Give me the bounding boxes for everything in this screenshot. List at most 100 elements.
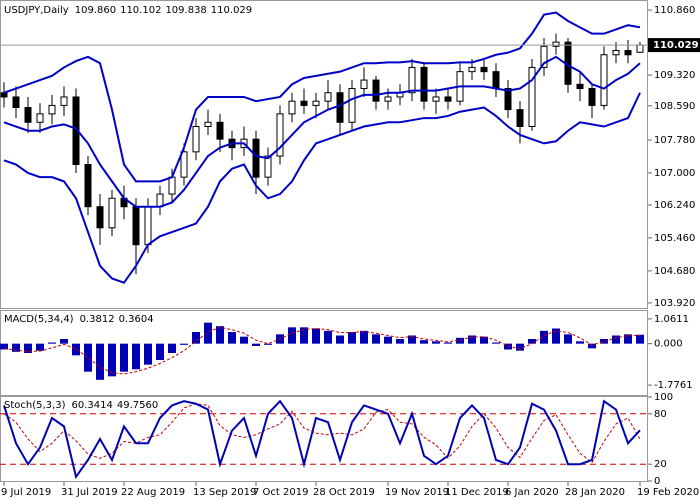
- indicator-value: 0.3604: [119, 314, 154, 325]
- candle-body: [336, 92, 344, 123]
- price-panel: [0, 0, 648, 309]
- macd-bar: [216, 326, 224, 344]
- x-tick-label: 31 Jul 2019: [61, 487, 118, 498]
- candle-body: [84, 163, 92, 208]
- candle-body: [516, 109, 524, 128]
- x-tick-label: 7 Oct 2019: [253, 487, 308, 498]
- macd-bar: [72, 343, 80, 356]
- macd-bar: [324, 330, 332, 344]
- candle-body: [408, 66, 416, 94]
- bollinger-upper: [3, 11, 641, 183]
- panel-header: Stoch(5,3,3) 60.3414 49.7560: [4, 400, 158, 411]
- current-price-label: 110.029: [653, 40, 699, 51]
- candle-body: [504, 88, 512, 111]
- y-tick-label: 110.860: [654, 5, 695, 16]
- candle-body: [588, 88, 596, 106]
- macd-bar: [336, 335, 344, 344]
- x-tick-label: 19 Feb 2020: [637, 487, 699, 498]
- macd-bar: [144, 343, 152, 365]
- macd-bar: [396, 339, 404, 344]
- macd-bar: [228, 332, 236, 344]
- macd-bar: [180, 343, 188, 345]
- macd-bar: [300, 327, 308, 344]
- macd-bar: [432, 341, 440, 344]
- macd-bar: [60, 339, 68, 344]
- candle-body: [192, 126, 200, 153]
- candle-body: [180, 151, 188, 178]
- candle-body: [492, 71, 500, 90]
- y-tick-label: 0: [654, 476, 660, 487]
- candle-body: [12, 96, 20, 109]
- macd-bar: [624, 334, 632, 344]
- x-tick-label: 13 Sep 2019: [193, 487, 256, 498]
- y-tick-label: 80: [654, 409, 667, 420]
- candle-body: [276, 113, 284, 157]
- candle-body: [552, 41, 560, 47]
- candle-body: [324, 92, 332, 102]
- macd-bar: [372, 334, 380, 344]
- macd-panel: [0, 310, 648, 396]
- macd-bar: [516, 343, 524, 351]
- candle-body: [36, 113, 44, 123]
- x-tick-label: 11 Dec 2019: [445, 487, 509, 498]
- macd-bar: [204, 322, 212, 344]
- candle-body: [600, 54, 608, 106]
- candle-body: [528, 66, 536, 128]
- x-tick-label: 22 Aug 2019: [121, 487, 185, 498]
- macd-bar: [24, 343, 32, 353]
- candle-body: [300, 100, 308, 106]
- candle-body: [624, 50, 632, 56]
- macd-bar: [444, 342, 452, 344]
- x-tick-label: 28 Oct 2019: [313, 487, 375, 498]
- macd-bar: [0, 343, 8, 350]
- y-tick-label: 104.680: [654, 266, 695, 277]
- indicator-value: 109.838: [165, 5, 206, 16]
- y-tick-label: 107.000: [654, 168, 695, 179]
- indicator-value: 0.3812: [80, 314, 115, 325]
- macd-bar: [504, 343, 512, 350]
- macd-bar: [588, 343, 596, 349]
- candle-body: [576, 83, 584, 90]
- macd-bar: [408, 335, 416, 344]
- stoch-main: [3, 399, 641, 480]
- macd-bar: [420, 340, 428, 344]
- macd-bar: [456, 337, 464, 344]
- candle-body: [480, 66, 488, 73]
- candle-body: [372, 79, 380, 102]
- candle-body: [348, 88, 356, 123]
- macd-bar: [552, 328, 560, 344]
- macd-bar: [636, 334, 644, 344]
- y-tick-label: 103.920: [654, 298, 695, 309]
- indicator-value: 110.102: [120, 5, 161, 16]
- y-tick-label: 106.240: [654, 200, 695, 211]
- macd-bar: [84, 343, 92, 372]
- candle-body: [636, 44, 644, 53]
- x-tick-label: 6 Jan 2020: [505, 487, 559, 498]
- macd-bar: [48, 342, 56, 344]
- stoch-panel: [0, 396, 648, 482]
- indicator-name: USDJPY,Daily: [4, 5, 69, 16]
- x-tick-label: 28 Jan 2020: [565, 487, 625, 498]
- macd-bar: [540, 330, 548, 344]
- candle-body: [96, 206, 104, 229]
- indicator-value: 60.3414: [71, 400, 112, 411]
- candle-body: [264, 155, 272, 178]
- macd-bar: [348, 332, 356, 344]
- panel-header: MACD(5,34,4) 0.3812 0.3604: [4, 314, 154, 325]
- candle-body: [312, 100, 320, 106]
- macd-bar: [492, 342, 500, 344]
- macd-bar: [312, 328, 320, 344]
- macd-signal: [3, 326, 641, 375]
- candle-body: [216, 121, 224, 140]
- candle-body: [0, 92, 8, 98]
- indicator-value: 110.029: [211, 5, 252, 16]
- macd-bar: [384, 336, 392, 344]
- macd-bar: [528, 339, 536, 344]
- indicator-name: MACD(5,34,4): [4, 314, 74, 325]
- candle-body: [156, 193, 164, 208]
- candle-body: [540, 45, 548, 68]
- macd-bar: [600, 339, 608, 344]
- y-tick-label: 0.000: [654, 339, 683, 350]
